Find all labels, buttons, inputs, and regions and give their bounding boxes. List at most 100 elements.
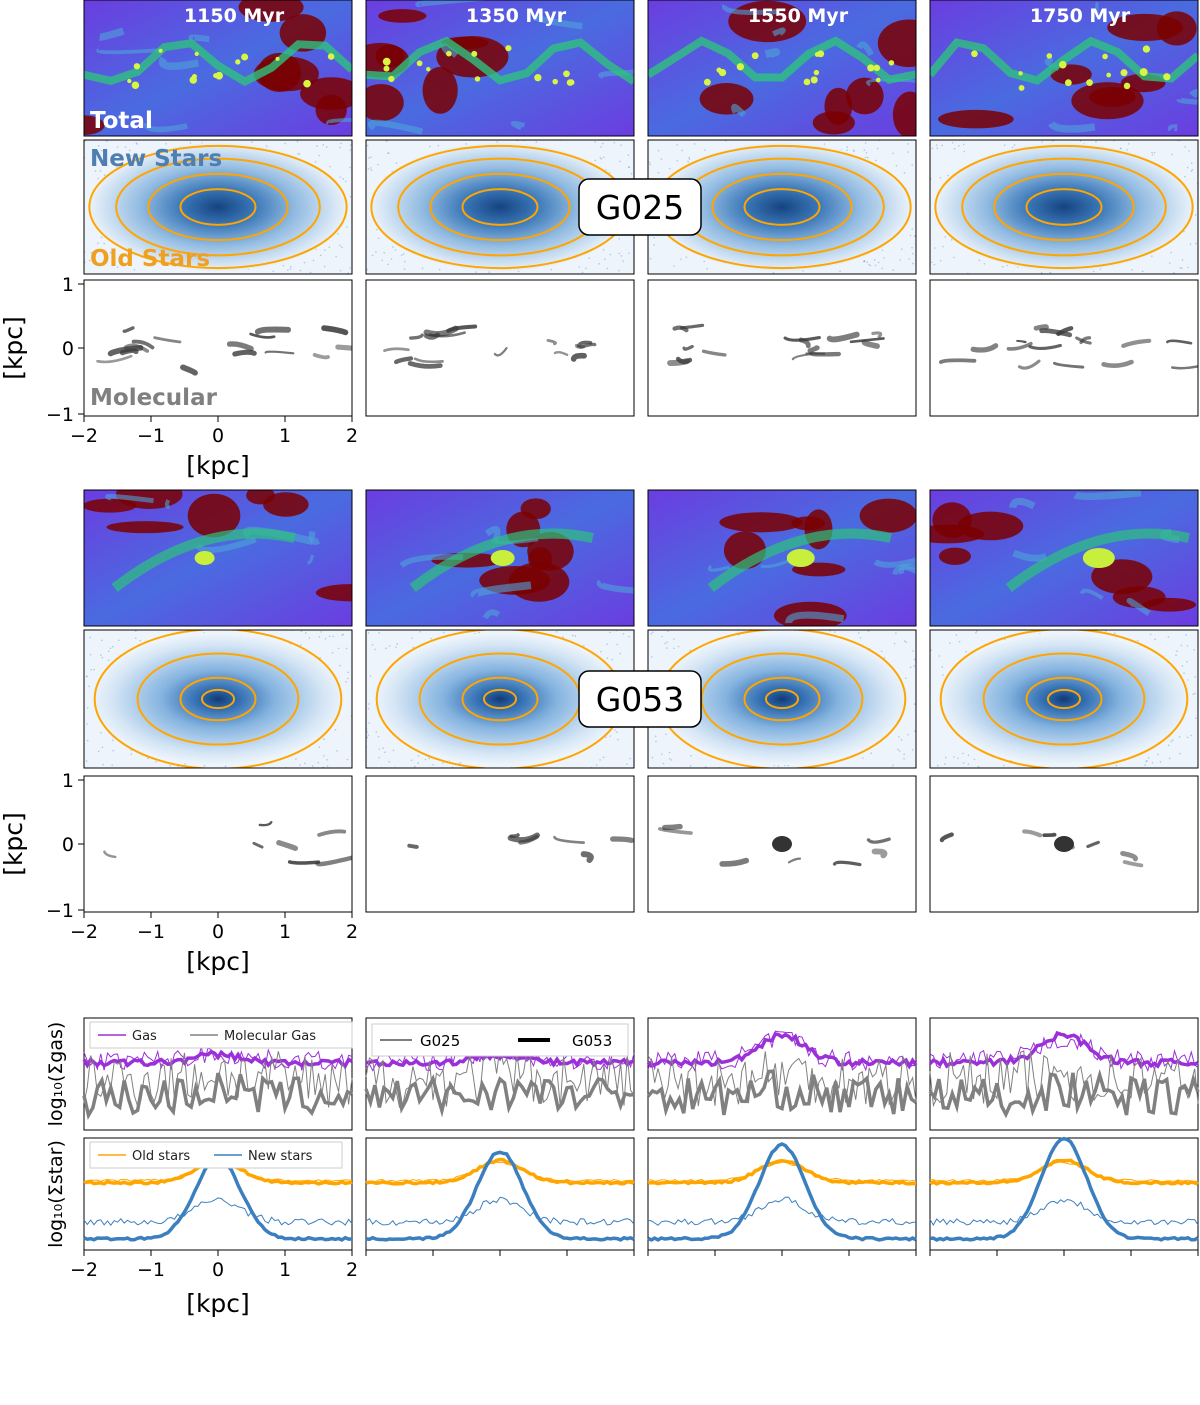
new-stars-density (935, 142, 1193, 272)
dense-clump (971, 50, 978, 58)
gas-spiral-arm (707, 528, 892, 592)
dense-clump (1139, 68, 1148, 77)
star-particle (618, 237, 621, 240)
galaxy-label: G025 (596, 188, 685, 227)
star-particle (866, 261, 869, 263)
star-particle (892, 269, 895, 271)
star-particle (666, 641, 668, 644)
molecular-cloud (232, 349, 257, 357)
star-particle (651, 631, 654, 633)
molecular-background (366, 776, 634, 912)
gas-legend (89, 1021, 353, 1049)
star-particle (874, 264, 877, 267)
star-particle (1002, 764, 1005, 767)
molecular-gas-panel (647, 279, 917, 417)
y-tick-label: −1 (46, 900, 74, 922)
star-particle (101, 746, 104, 749)
star-particle (668, 757, 671, 760)
star-particle (670, 759, 673, 761)
star-particle (337, 232, 339, 235)
star-particle (1181, 267, 1183, 270)
star-particle (135, 142, 138, 144)
central-gas-concentration (1082, 548, 1115, 568)
star-particle (895, 632, 897, 635)
dense-clump (817, 50, 825, 58)
gas-spiral-arm (409, 528, 594, 592)
star-particle (284, 142, 287, 145)
star-particle (339, 176, 342, 178)
star-particle (934, 247, 936, 249)
star-particle (1119, 147, 1122, 150)
star-particle (320, 631, 322, 633)
star-particle (909, 666, 912, 669)
gas-density-panel (929, 489, 1199, 627)
star-particle (933, 263, 936, 266)
gas-legend-label: Gas (132, 1029, 157, 1044)
star-particle (1079, 140, 1082, 142)
gas-filament (856, 41, 874, 57)
dense-clump (566, 79, 574, 86)
star-particle (598, 263, 600, 265)
star-particle (88, 259, 91, 262)
molecular-cloud (252, 841, 264, 849)
star-particle (1195, 717, 1197, 719)
old-stars-contour (764, 688, 800, 710)
star-particle (326, 758, 328, 761)
star-particle (319, 657, 321, 659)
dense-clump (241, 53, 249, 61)
old-stars-contour (93, 630, 343, 768)
star-particle (664, 642, 666, 645)
panel-frame (365, 489, 635, 627)
dense-clump (1086, 79, 1093, 87)
star-particle (904, 677, 907, 679)
star-particle (1049, 271, 1052, 274)
low-density-patch (1071, 82, 1144, 120)
dense-clump (1046, 53, 1053, 59)
star-particle (1190, 162, 1193, 165)
molecular-cloud (871, 331, 883, 339)
gas-filament (772, 27, 786, 37)
gas-line-g053 (646, 1031, 918, 1070)
star-particle (578, 266, 581, 268)
star-particle (107, 650, 110, 653)
star-particle (347, 671, 350, 674)
star-particle (107, 659, 110, 661)
panel-frame (647, 279, 917, 417)
star-particle (124, 263, 126, 265)
star-particle (370, 169, 373, 172)
star-particle (384, 751, 386, 753)
star-particle (606, 267, 609, 270)
panel-frame (83, 489, 353, 627)
molecular-line-g053 (364, 1073, 635, 1118)
gas-filament (470, 581, 532, 599)
star-particle (595, 764, 598, 766)
dense-clump (189, 76, 198, 84)
molecular-cloud (383, 347, 410, 353)
star-particle (875, 159, 877, 162)
gas-filament (143, 122, 188, 133)
dense-clump (736, 63, 745, 71)
star-particle (853, 150, 856, 152)
molecular-background (84, 776, 352, 912)
star-particle (346, 758, 349, 761)
star-particle (369, 167, 372, 169)
y-tick-label: 0 (62, 338, 74, 360)
star-particle (385, 140, 388, 143)
star-particle (88, 685, 90, 688)
star-particle (339, 664, 341, 667)
dense-clump (1018, 71, 1023, 76)
x-tick-label: −2 (70, 425, 98, 447)
star-particle (1004, 638, 1006, 641)
gas-filament (1012, 549, 1048, 562)
panel-frame (647, 0, 917, 137)
old-stars-contour (993, 172, 1135, 242)
star-particle (913, 665, 916, 667)
molecular-cloud (701, 349, 727, 357)
star-particle (1159, 761, 1162, 763)
molecular-cloud (1170, 365, 1198, 370)
star-particle (475, 271, 477, 273)
star-particle (673, 647, 675, 650)
star-profile-panel (365, 1137, 635, 1251)
star-particle (939, 176, 942, 179)
molecular-cloud (180, 364, 198, 376)
